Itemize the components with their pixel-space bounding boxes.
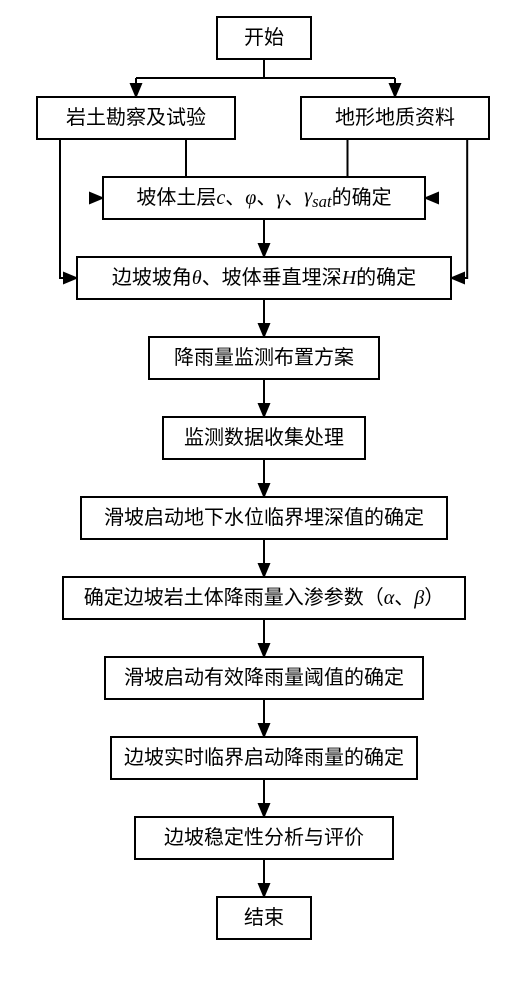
node-n8: 确定边坡岩土体降雨量入渗参数（α、β） xyxy=(62,576,466,620)
node-n4: 边坡坡角 θ、坡体垂直埋深 H 的确定 xyxy=(76,256,452,300)
node-n9: 滑坡启动有效降雨量阈值的确定 xyxy=(104,656,424,700)
node-n3: 坡体土层 c、φ、γ、γsat 的确定 xyxy=(102,176,426,220)
node-n10: 边坡实时临界启动降雨量的确定 xyxy=(110,736,418,780)
flowchart-canvas: 开始岩土勘察及试验 地形地质资料坡体土层 c、φ、γ、γsat 的确定边坡坡角 θ… xyxy=(0,0,528,1000)
node-left1: 岩土勘察及试验 xyxy=(36,96,236,140)
node-n7: 滑坡启动地下水位临界埋深值的确定 xyxy=(80,496,448,540)
node-n5: 降雨量监测布置方案 xyxy=(148,336,380,380)
node-start: 开始 xyxy=(216,16,312,60)
node-n6: 监测数据收集处理 xyxy=(162,416,366,460)
node-end: 结束 xyxy=(216,896,312,940)
node-n11: 边坡稳定性分析与评价 xyxy=(134,816,394,860)
node-right1: 地形地质资料 xyxy=(300,96,490,140)
